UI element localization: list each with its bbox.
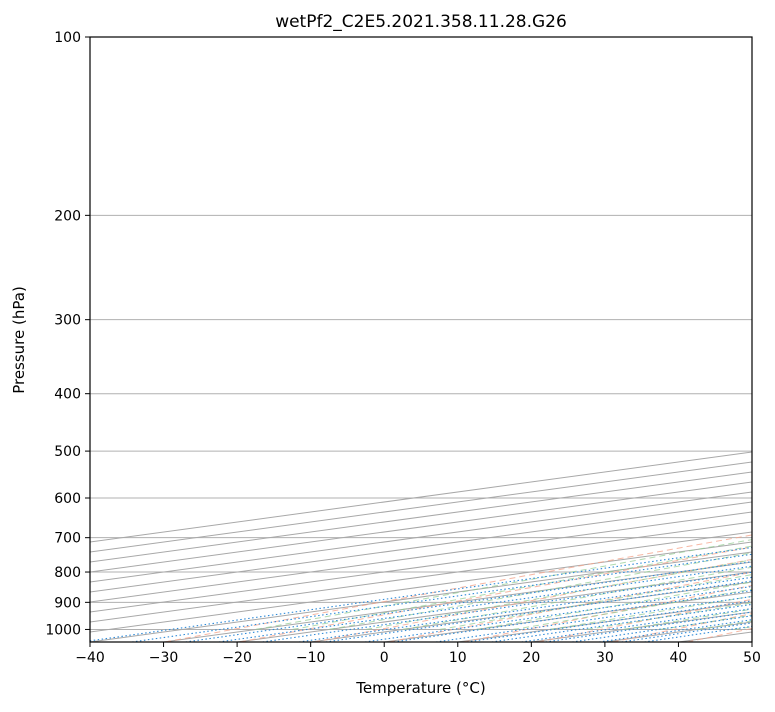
x-axis-label: Temperature (°C) [355,679,485,697]
y-tick-label: 300 [54,313,81,329]
y-tick-label: 600 [54,491,81,507]
y-tick-label: 900 [54,595,81,611]
x-tick-label: 20 [522,650,540,666]
x-tick-label: 50 [743,650,761,666]
x-tick-label: −30 [149,650,179,666]
y-tick-label: 500 [54,444,81,460]
y-tick-label: 800 [54,565,81,581]
x-tick-label: 10 [449,650,467,666]
y-tick-label: 1000 [45,622,81,638]
chart-title: wetPf2_C2E5.2021.358.11.28.G26 [275,12,567,32]
x-tick-label: 0 [380,650,389,666]
x-tick-label: −20 [222,650,252,666]
y-tick-label: 200 [54,208,81,224]
x-tick-label: 30 [596,650,614,666]
x-tick-label: −40 [75,650,105,666]
y-tick-label: 100 [54,30,81,46]
x-tick-label: 40 [670,650,688,666]
x-tick-label: −10 [296,650,326,666]
y-tick-label: 400 [54,387,81,403]
y-tick-label: 700 [54,531,81,547]
y-axis-label: Pressure (hPa) [10,286,28,394]
